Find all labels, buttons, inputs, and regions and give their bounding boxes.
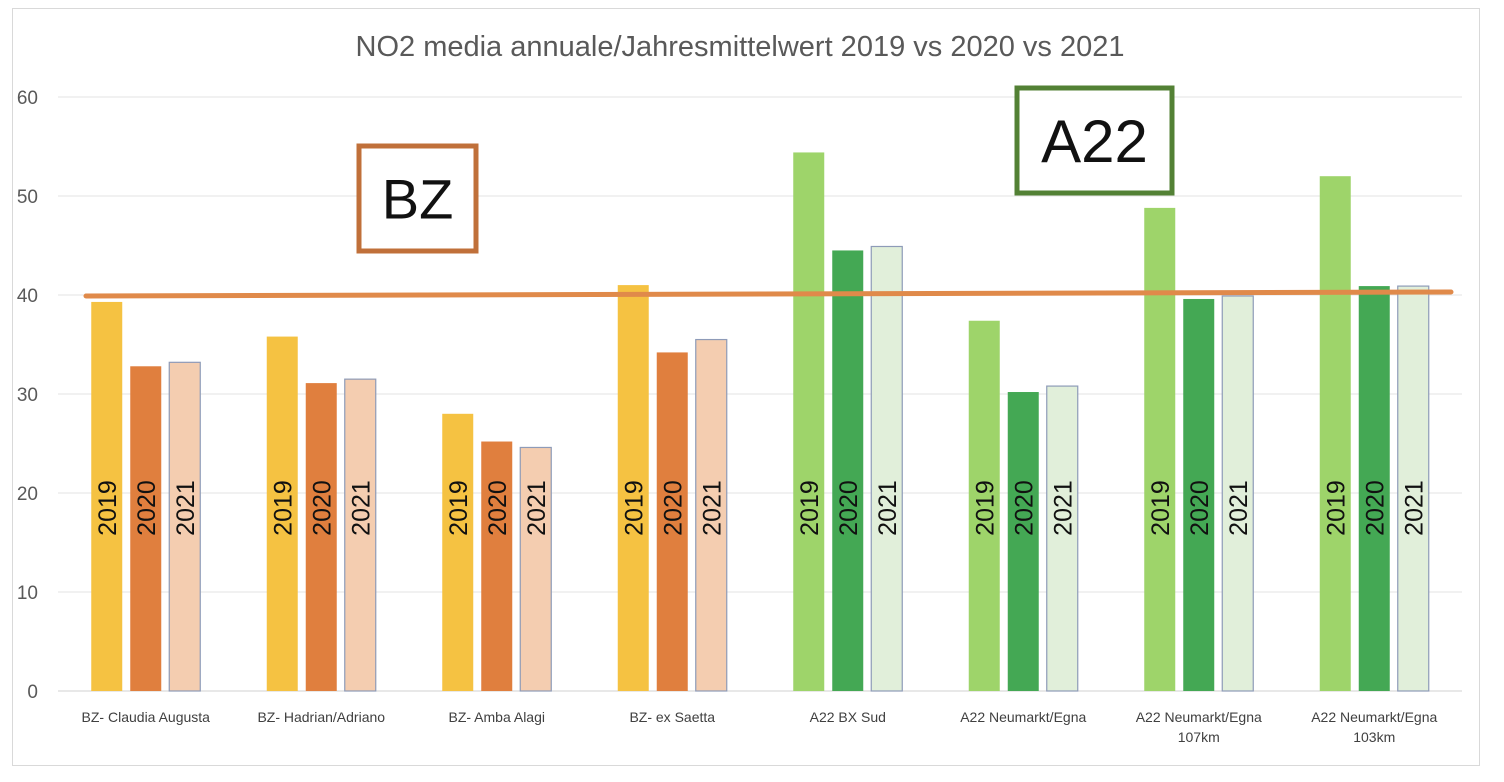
bar-2020 [656,352,688,691]
category-label: A22 Neumarkt/Egna [1311,709,1437,725]
bar-label-2021: 2021 [1400,480,1428,536]
y-tick-label: 60 [17,88,38,109]
bar-2019 [1319,176,1351,691]
bar-2020 [1007,392,1039,691]
bar-2021 [168,361,201,692]
category-label: A22 BX Sud [810,709,886,725]
a22-box-label: A22 [1041,108,1148,175]
bar-label-2021: 2021 [1049,480,1077,536]
bar-2021 [695,338,728,692]
chart-title: NO2 media annuale/Jahresmittelwert 2019 … [356,31,1125,63]
category-label: 103km [1353,729,1395,745]
bar-label-2020: 2020 [1010,480,1038,536]
bz-box-label: BZ [382,168,454,231]
bar-labels: 2019 2020 2021 2019 2020 2021 2019 2020 2021 2019… [94,480,1429,536]
bar-2019 [442,413,474,691]
bar-2021 [1221,295,1254,692]
bar-2020 [1358,286,1390,691]
annotations: BZ A22 [356,85,1175,254]
bar-2020 [130,366,162,691]
bar-2020 [481,441,513,691]
bar-2021 [1397,285,1430,692]
bar-label-2021: 2021 [523,480,551,536]
bar-label-2021: 2021 [172,480,200,536]
y-tick-label: 0 [27,682,38,703]
bar-label-2019: 2019 [1147,480,1175,536]
bar-label-2019: 2019 [971,480,999,536]
y-tick-label: 20 [17,484,38,505]
category-label: BZ- ex Saetta [629,709,715,725]
bar-2019 [617,285,649,691]
x-axis: BZ- Claudia Augusta BZ- Hadrian/Adriano BZ… [82,709,1438,745]
bar-label-2019: 2019 [445,480,473,536]
bar-2020 [305,383,337,691]
bar-2019 [266,336,298,691]
bar-label-2020: 2020 [1361,480,1389,536]
bar-2019 [968,320,1000,691]
y-tick-label: 30 [17,385,38,406]
bars [91,152,1430,692]
bar-label-2020: 2020 [133,480,161,536]
y-tick-label: 10 [17,583,38,604]
category-label: BZ- Claudia Augusta [82,709,211,725]
bar-label-2021: 2021 [698,480,726,536]
bar-label-2019: 2019 [269,480,297,536]
bar-2019 [1144,207,1176,691]
bar-label-2021: 2021 [874,480,902,536]
bar-2019 [793,152,825,691]
bz-box [356,143,479,254]
bar-2021 [519,446,552,692]
bar-label-2020: 2020 [1186,480,1214,536]
bar-label-2021: 2021 [347,480,375,536]
bar-label-2019: 2019 [1322,480,1350,536]
bar-2019 [91,301,123,691]
a22-box [1014,85,1175,196]
bar-label-2019: 2019 [620,480,648,536]
chart-frame [12,8,1480,766]
bar-label-2019: 2019 [94,480,122,536]
bar-label-2020: 2020 [308,480,336,536]
category-label: A22 Neumarkt/Egna [1136,709,1262,725]
bar-label-2020: 2020 [835,480,863,536]
y-tick-label: 50 [17,187,38,208]
category-label: A22 Neumarkt/Egna [960,709,1086,725]
bar-label-2019: 2019 [796,480,824,536]
category-label: BZ- Hadrian/Adriano [257,709,385,725]
bar-2020 [832,250,864,691]
bar-label-2021: 2021 [1225,480,1253,536]
y-tick-label: 40 [17,286,38,307]
bar-label-2020: 2020 [484,480,512,536]
y-axis: 0 10 20 30 40 50 60 [17,88,38,703]
bar-2021 [344,378,377,692]
bar-2021 [1046,385,1079,692]
category-label: BZ- Amba Alagi [449,709,546,725]
limit-line [83,289,1454,299]
category-label: 107km [1178,729,1220,745]
bar-2021 [870,245,903,692]
bar-2020 [1183,298,1215,691]
bar-label-2020: 2020 [659,480,687,536]
